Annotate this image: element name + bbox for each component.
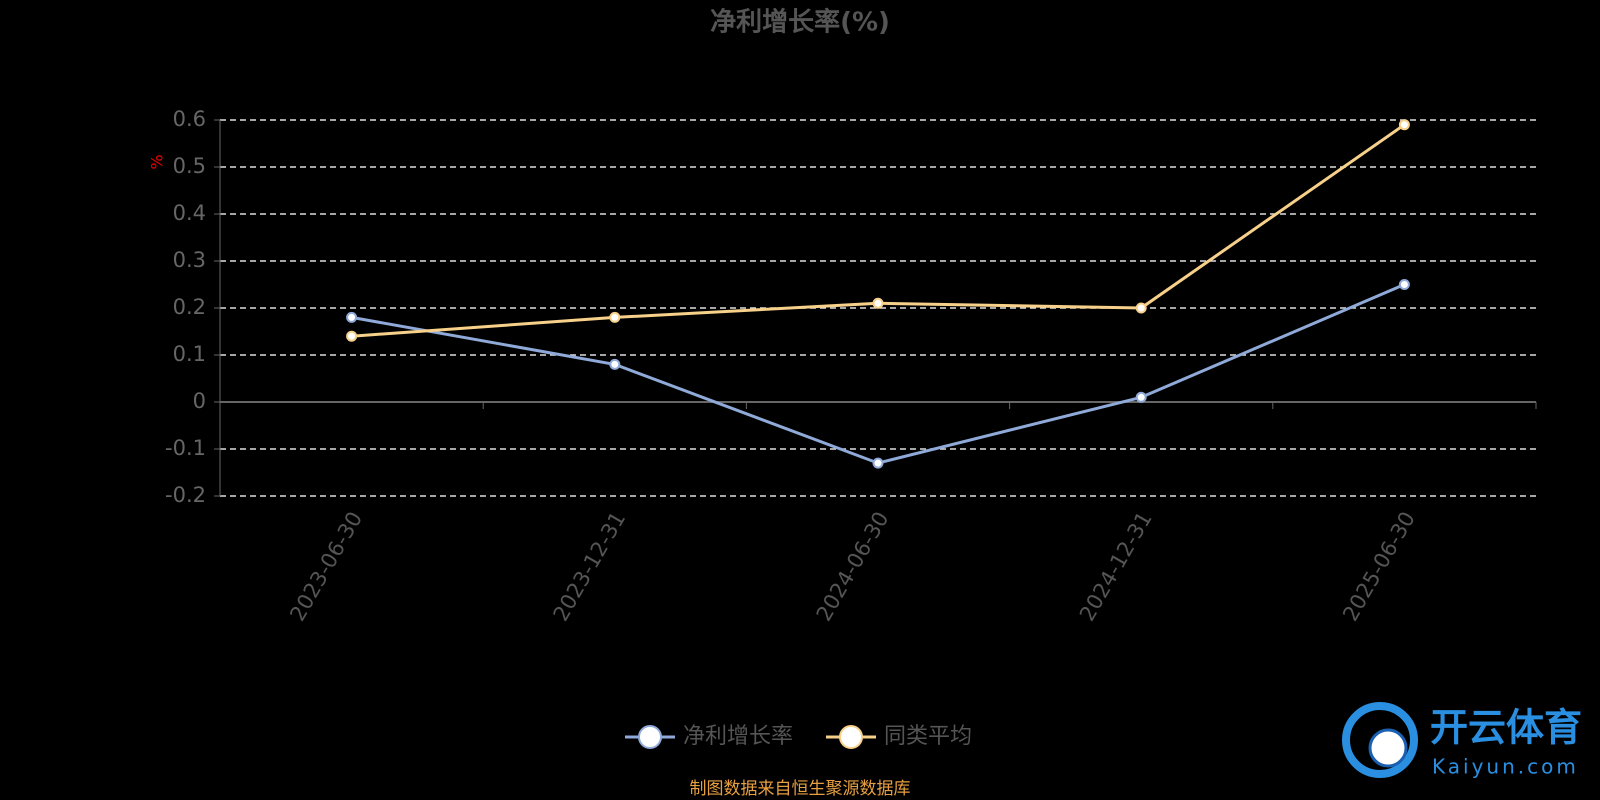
y-tick-label: -0.2 <box>165 483 206 507</box>
series-line <box>351 283 1405 465</box>
legend-marker <box>839 725 863 749</box>
logo-ball <box>1368 728 1408 768</box>
data-point <box>1135 391 1147 403</box>
y-tick-label: 0 <box>193 389 206 413</box>
y-axis-label: % <box>148 154 167 169</box>
x-tick-label: 2024-12-31 <box>1075 508 1157 626</box>
watermark: 开云体育 Kaiyun.com <box>1342 702 1582 779</box>
logo-ring <box>1342 702 1418 778</box>
y-tick-label: 0.6 <box>173 107 206 131</box>
y-tick-label: -0.1 <box>165 436 206 460</box>
y-tick-label: 0.1 <box>173 342 206 366</box>
data-point <box>1398 119 1410 131</box>
chart-title: 净利增长率(%) <box>710 7 890 38</box>
watermark-name: 开云体育 <box>1430 706 1582 750</box>
y-tick-label: 0.5 <box>173 154 206 178</box>
legend-label: 净利增长率 <box>683 724 793 749</box>
x-tick-label: 2023-06-30 <box>285 508 367 626</box>
x-tick-label: 2023-12-31 <box>549 508 631 626</box>
data-point <box>1398 279 1410 290</box>
data-point <box>1135 302 1147 314</box>
legend-item: 净利增长率 <box>625 724 793 749</box>
y-tick-label: 0.3 <box>173 248 206 272</box>
data-point <box>609 358 621 370</box>
watermark-url: Kaiyun.com <box>1432 755 1579 779</box>
legend-label: 同类平均 <box>884 724 972 749</box>
data-point <box>609 311 621 323</box>
legend-item: 同类平均 <box>826 724 972 749</box>
y-tick-label: 0.4 <box>173 201 206 225</box>
data-point <box>346 311 358 323</box>
data-point <box>872 457 884 469</box>
legend-marker <box>638 725 662 749</box>
x-tick-label: 2025-06-30 <box>1338 508 1420 626</box>
y-tick-label: 0.2 <box>173 295 206 319</box>
source-note: 制图数据来自恒生聚源数据库 <box>690 779 911 799</box>
x-tick-label: 2024-06-30 <box>812 508 894 626</box>
data-point <box>346 330 358 342</box>
data-point <box>872 297 884 309</box>
